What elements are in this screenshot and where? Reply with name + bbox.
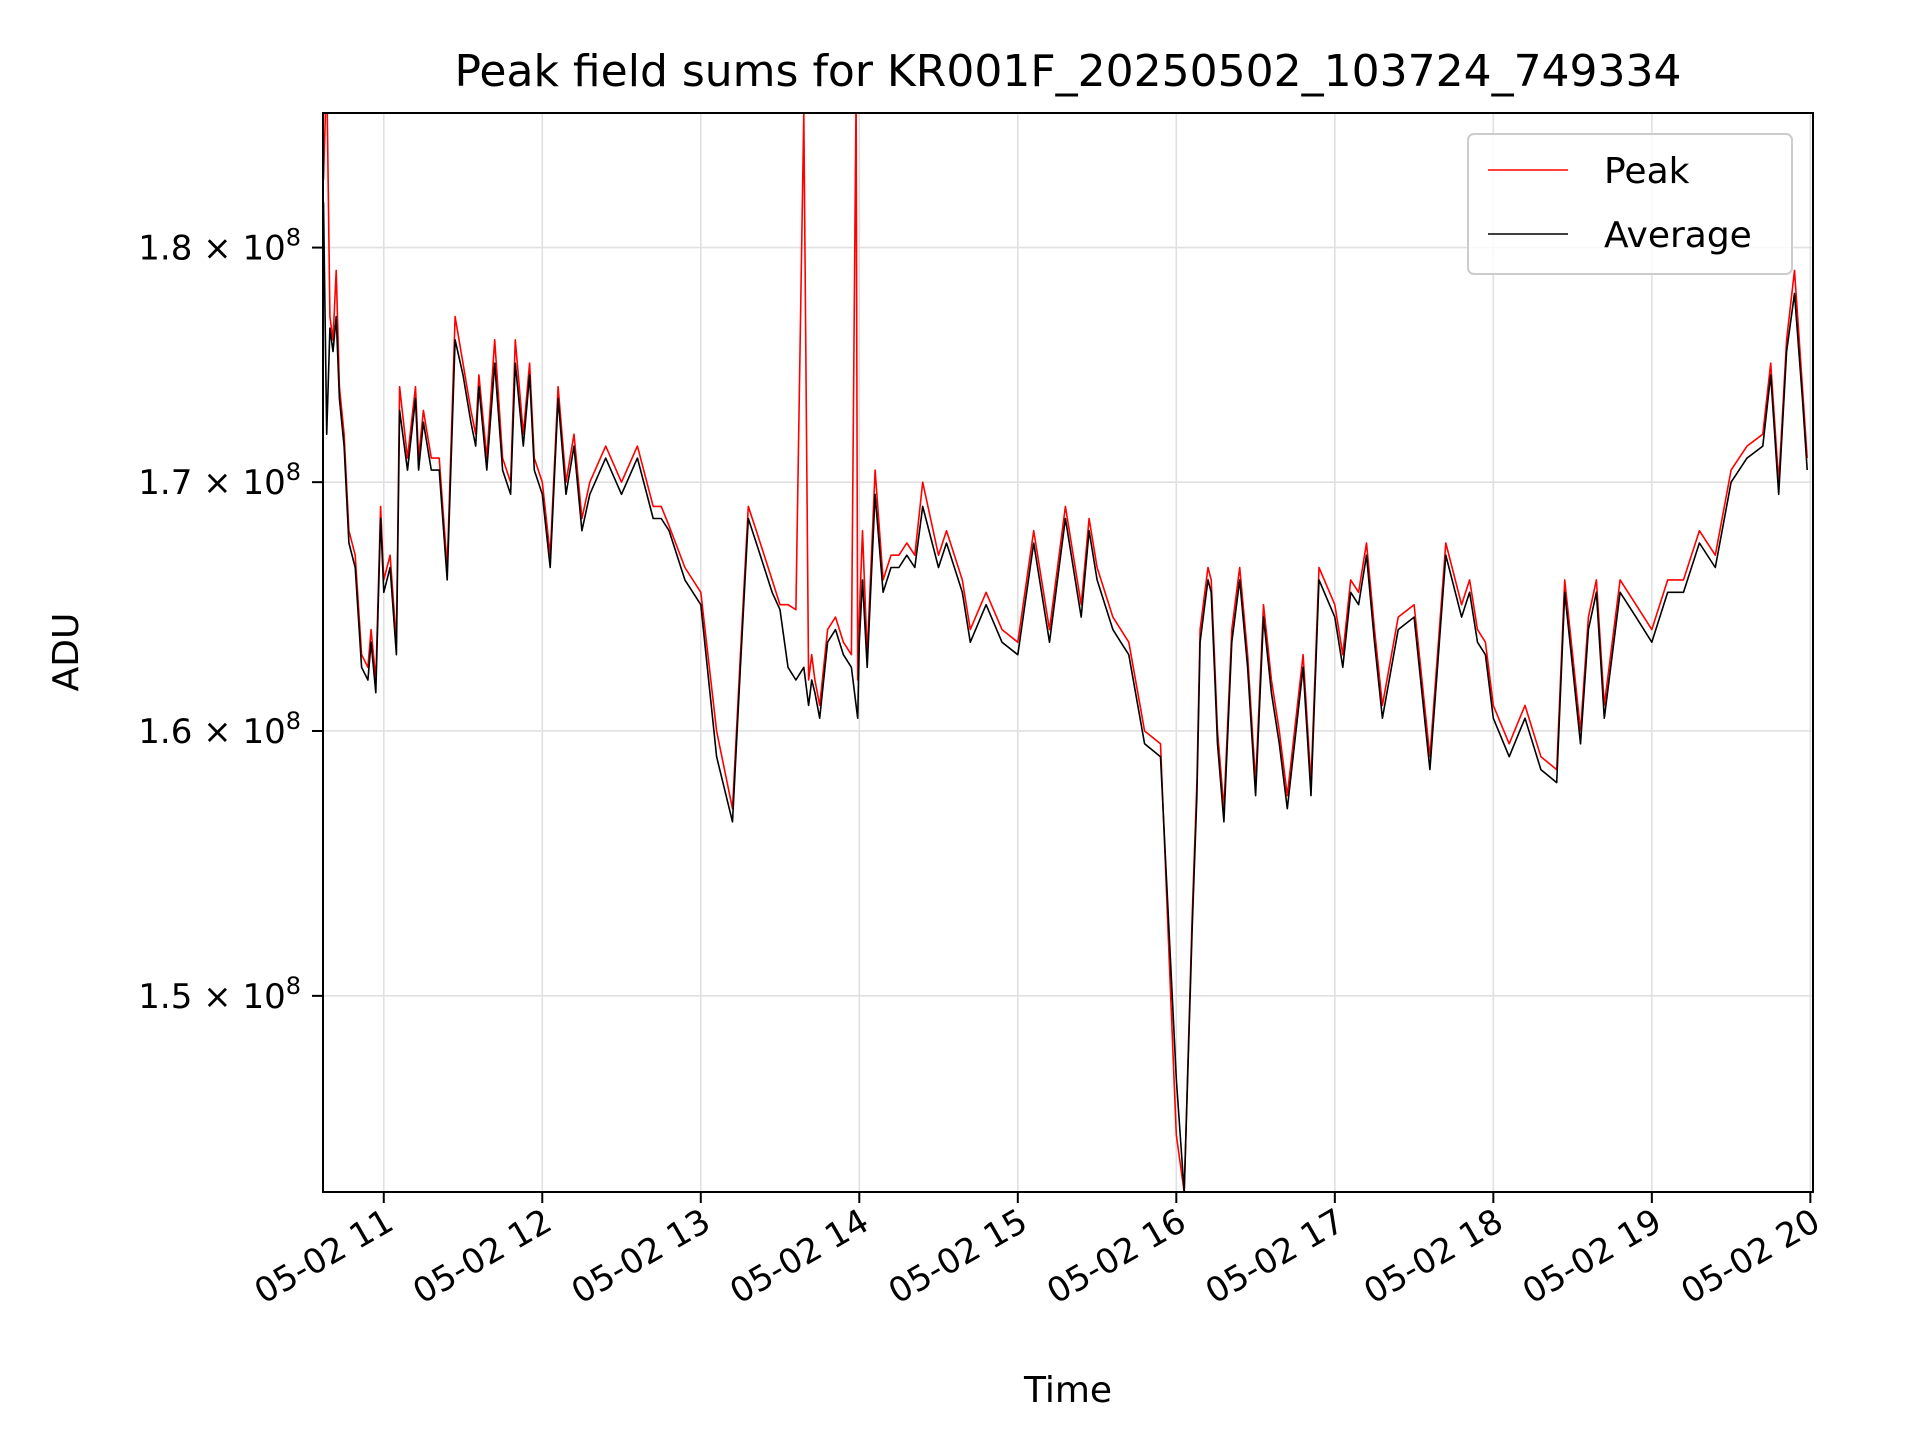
- series-line-peak: [323, 113, 1808, 1192]
- series-layer: [323, 113, 1808, 1192]
- series-line-average: [323, 202, 1808, 1192]
- grid: [323, 113, 1813, 1192]
- legend-average-label: Average: [1604, 215, 1752, 256]
- plot-frame: [322, 112, 1814, 1193]
- chart-title: Peak field sums for KR001F_20250502_1037…: [454, 46, 1681, 97]
- y-tick-label: 1.7 × 108: [138, 458, 301, 503]
- y-tick-label: 1.6 × 108: [138, 707, 301, 752]
- y-tick-label: 1.5 × 108: [138, 972, 301, 1017]
- y-axis: 1.5 × 108 1.6 × 108 1.7 × 108 1.8 × 108: [138, 224, 323, 1017]
- y-tick-label: 1.8 × 108: [138, 224, 301, 269]
- x-axis-label: Time: [1023, 1370, 1112, 1411]
- legend-box: [1467, 133, 1793, 275]
- legend-peak-label: Peak: [1604, 151, 1690, 192]
- y-axis-label: ADU: [46, 613, 87, 692]
- legend: Peak Average: [1467, 133, 1793, 275]
